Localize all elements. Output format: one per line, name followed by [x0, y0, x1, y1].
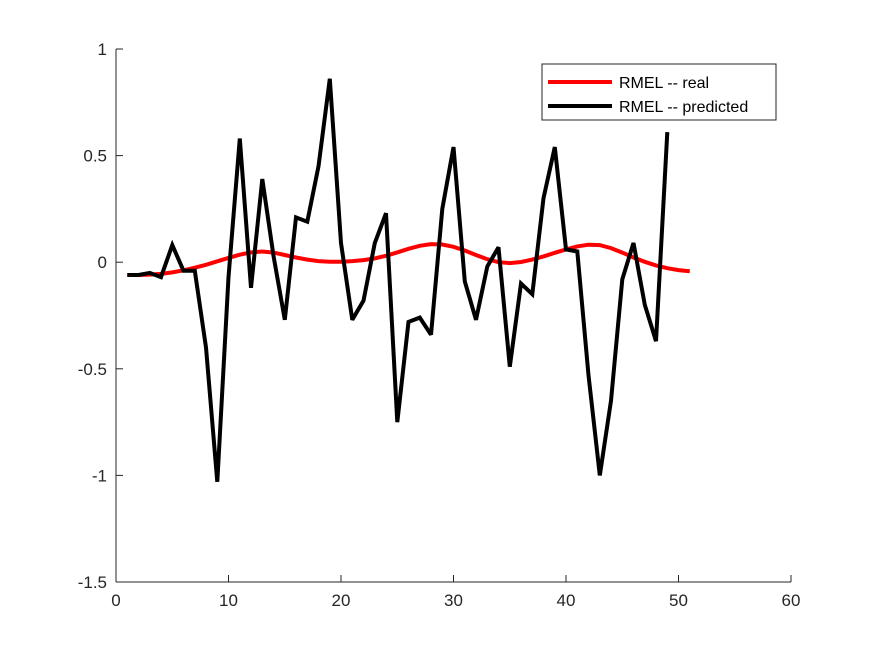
x-tick-label: 10 [219, 591, 238, 610]
series-line-real [127, 242, 690, 277]
y-tick-label: 1 [98, 40, 107, 59]
plot-area [127, 78, 690, 482]
x-tick-label: 0 [111, 591, 120, 610]
x-tick-label: 50 [669, 591, 688, 610]
y-tick-label: 0 [98, 253, 107, 272]
x-tick-label: 60 [782, 591, 801, 610]
legend: RMEL -- real RMEL -- predicted [541, 63, 777, 121]
legend-label-predicted: RMEL -- predicted [619, 99, 748, 116]
y-tick-label: -1.5 [78, 573, 107, 592]
legend-label-real: RMEL -- real [619, 75, 709, 92]
x-tick-label: 20 [332, 591, 351, 610]
y-tick-label: -0.5 [78, 360, 107, 379]
x-tick-label: 30 [444, 591, 463, 610]
y-tick-label: -1 [92, 466, 107, 485]
series-line-predicted [127, 78, 670, 482]
x-tick-label: 40 [557, 591, 576, 610]
y-tick-label: 0.5 [83, 147, 107, 166]
axes: 0 10 20 30 40 50 60 -1.5 -1 -0.5 0 0.5 1 [78, 40, 801, 610]
legend-box [541, 63, 777, 121]
